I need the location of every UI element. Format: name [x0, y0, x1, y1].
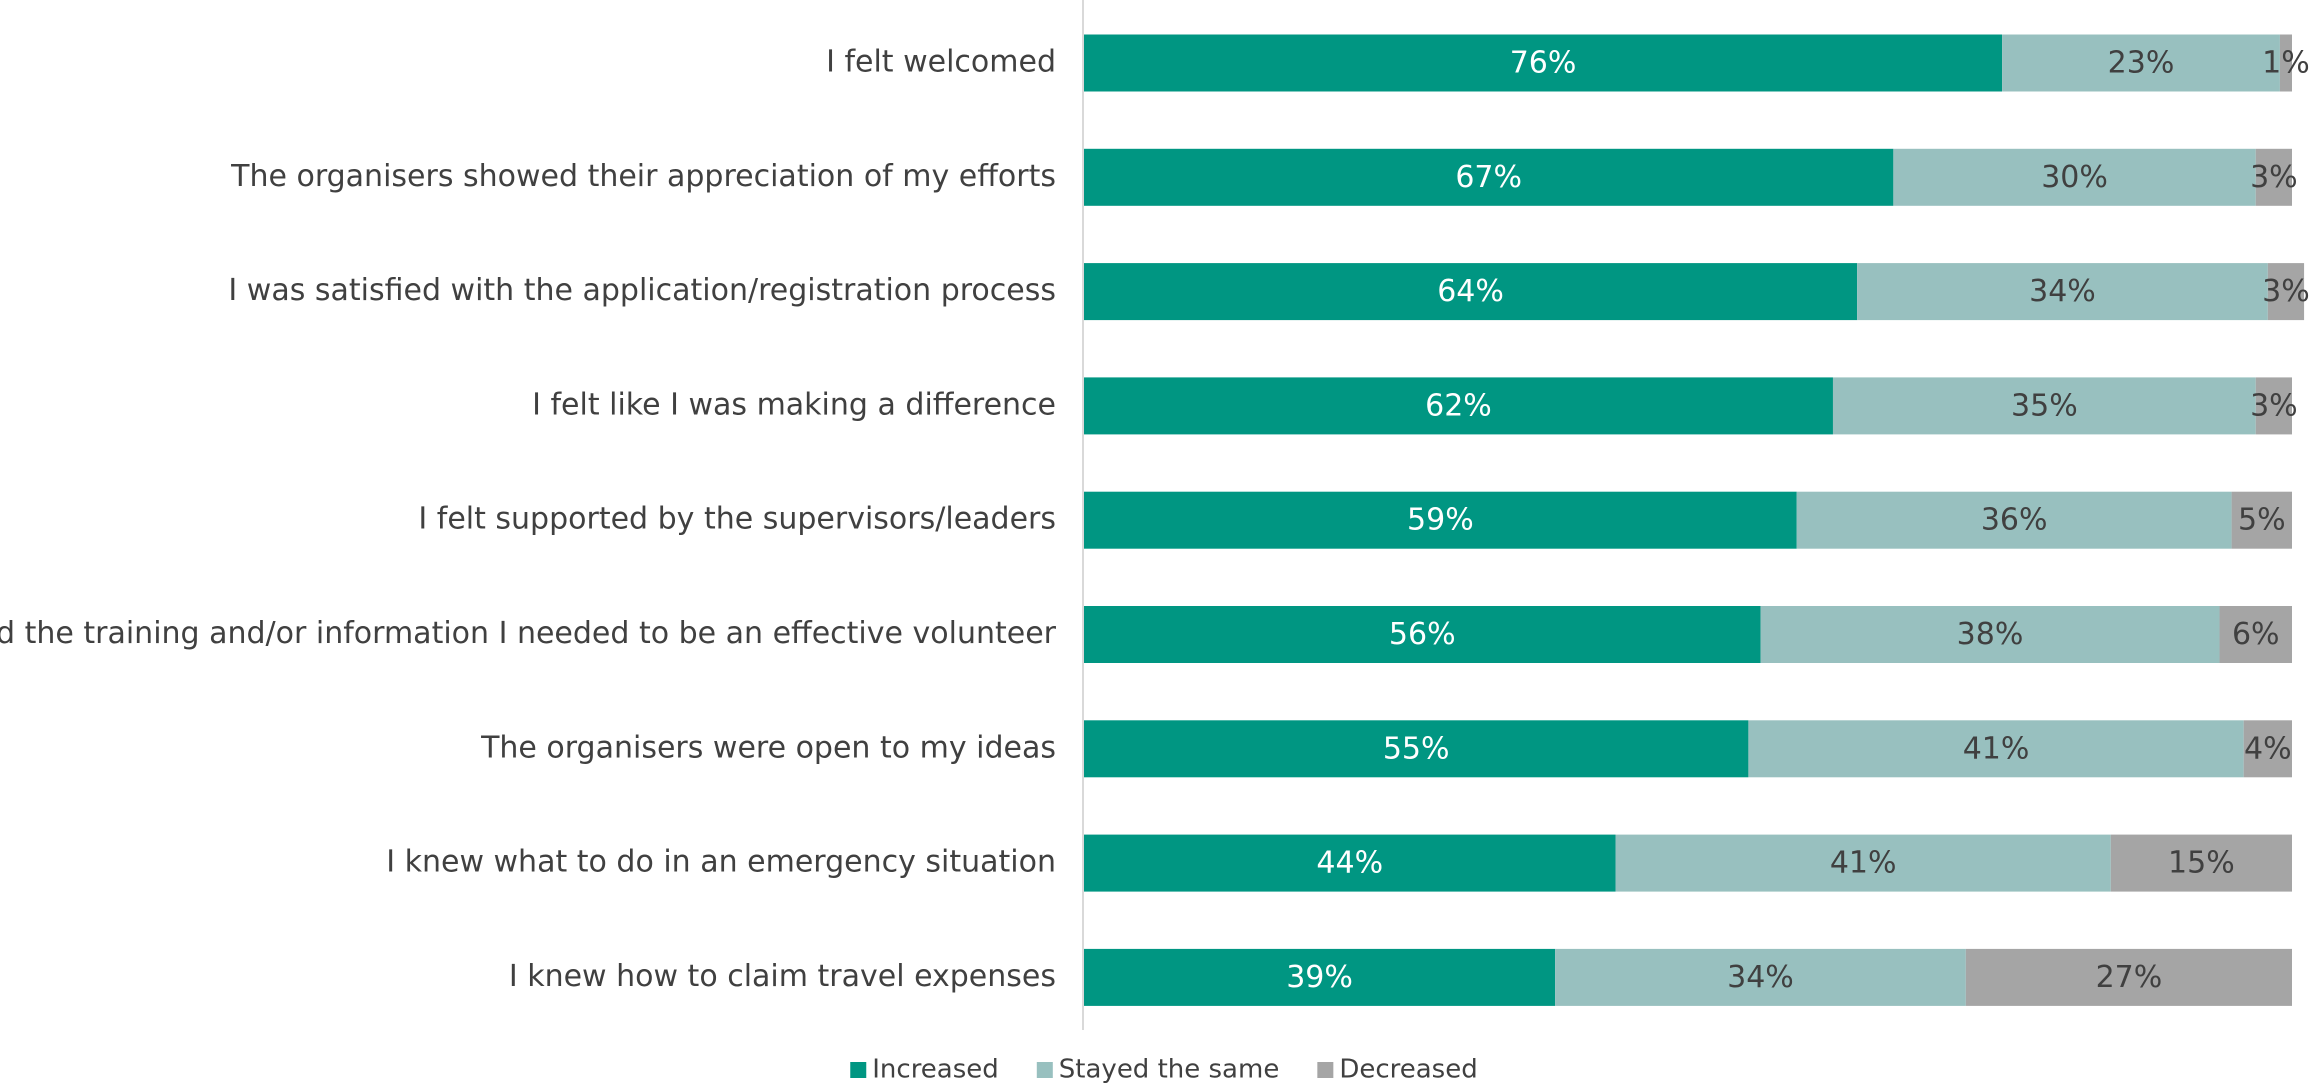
bar-segment	[1084, 720, 1749, 778]
value-label: 3%	[2250, 388, 2298, 423]
bar-segment	[2243, 720, 2292, 778]
bar-segment	[1748, 720, 2244, 778]
value-label: 62%	[1425, 388, 1492, 423]
category-label: The organisers showed their appreciation…	[230, 159, 1056, 194]
bar-segment	[1084, 377, 1833, 435]
bar-segment	[2255, 377, 2292, 435]
bar-segment	[2231, 491, 2292, 549]
value-label: 30%	[2041, 160, 2108, 195]
bar-segment	[1084, 491, 1797, 549]
bar-segment	[1555, 948, 1966, 1006]
value-label: 4%	[2244, 731, 2292, 766]
value-label: 44%	[1316, 846, 1383, 881]
category-label: I knew what to do in an emergency situat…	[386, 845, 1056, 880]
value-label: 15%	[2168, 846, 2235, 881]
value-label: 34%	[2029, 274, 2096, 309]
bar-segment	[2110, 834, 2292, 892]
value-label: 41%	[1830, 846, 1897, 881]
bar-segment	[1084, 34, 2003, 92]
bar-segment	[1893, 148, 2256, 206]
value-label: 1%	[2262, 46, 2310, 81]
value-label: 5%	[2238, 503, 2286, 538]
legend-swatch	[1317, 1062, 1334, 1078]
category-label: The organisers were open to my ideas	[480, 730, 1056, 765]
bar-segment	[1084, 834, 1616, 892]
bar-segment	[1760, 606, 2220, 663]
value-label: 59%	[1407, 503, 1474, 538]
legend-swatch	[850, 1062, 867, 1078]
bar-segment	[1832, 377, 2256, 435]
bar-segment	[2219, 606, 2292, 663]
category-label: I was satisfied with the application/reg…	[228, 273, 1056, 308]
bar-segment	[1615, 834, 2111, 892]
bar-segment	[1857, 263, 2268, 321]
category-label: I felt welcomed	[826, 45, 1056, 80]
value-label: 6%	[2232, 617, 2280, 652]
legend-label: Increased	[872, 1055, 999, 1085]
bar-segment	[1084, 263, 1858, 321]
value-label: 3%	[2262, 274, 2310, 309]
value-label: 67%	[1455, 160, 1522, 195]
bar-segment	[1084, 948, 1556, 1006]
value-label: 39%	[1286, 960, 1353, 995]
value-label: 36%	[1981, 503, 2048, 538]
value-label: 35%	[2011, 388, 2078, 423]
value-label: 55%	[1383, 731, 1450, 766]
legend-swatch	[1036, 1062, 1053, 1078]
bar-segment	[2267, 263, 2305, 321]
bar-segment	[1084, 148, 1894, 206]
value-label: 38%	[1957, 617, 2024, 652]
bar-segment	[1965, 948, 2292, 1006]
category-label: I knew how to claim travel expenses	[509, 959, 1056, 994]
category-label: I received the training and/or informati…	[0, 616, 1057, 651]
value-label: 27%	[2096, 960, 2163, 995]
value-label: 34%	[1727, 960, 1794, 995]
bar-segment	[1084, 606, 1761, 663]
value-label: 64%	[1437, 274, 1504, 309]
legend-label: Decreased	[1339, 1055, 1477, 1085]
bar-segment	[2279, 34, 2292, 92]
bar-segment	[2255, 148, 2292, 206]
category-label: I felt like I was making a difference	[532, 387, 1056, 422]
bar-segment	[2002, 34, 2280, 92]
value-label: 76%	[1510, 46, 1577, 81]
legend-label: Stayed the same	[1059, 1055, 1280, 1085]
value-label: 41%	[1963, 731, 2030, 766]
value-label: 3%	[2250, 160, 2298, 195]
value-label: 23%	[2108, 46, 2175, 81]
bar-segment	[1796, 491, 2232, 549]
value-label: 56%	[1389, 617, 1456, 652]
category-label: I felt supported by the supervisors/lead…	[418, 502, 1056, 537]
